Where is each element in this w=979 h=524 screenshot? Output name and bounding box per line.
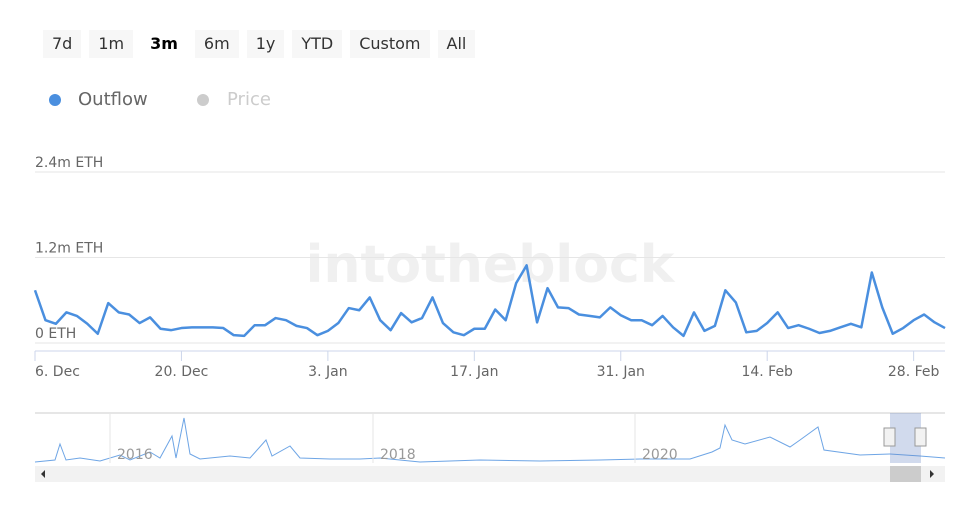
range-button[interactable]: 6m [194,30,239,58]
y-tick-label: 2.4m ETH [35,155,103,171]
x-tick-label: 31. Jan [597,364,645,380]
y-tick-label: 1.2m ETH [35,241,103,257]
range-button[interactable]: 3m [141,30,187,58]
scrollbar-arrows [41,470,934,478]
x-tick-label: 14. Feb [741,364,793,380]
navigator-handle[interactable] [914,427,927,447]
range-button[interactable]: Custom [350,30,430,58]
range-button[interactable]: 7d [43,30,82,58]
x-tick-label: 3. Jan [308,364,347,380]
x-tick-label: 17. Jan [450,364,498,380]
navigator-line [34,417,946,463]
legend-marker [49,94,61,106]
scrollbar[interactable] [35,466,945,482]
navigator-label: 2020 [642,447,678,463]
legend-label: Outflow [78,89,148,110]
x-tick-label: 6. Dec [35,364,80,380]
range-button[interactable]: All [437,30,476,58]
range-button[interactable]: YTD [292,30,343,58]
range-button[interactable]: 1y [246,30,285,58]
range-selector: 7d 1m 3m 6m 1y YTD Custom All [43,30,476,58]
navigator-handle[interactable] [883,427,896,447]
x-tick-label: 20. Dec [155,364,209,380]
scrollbar-thumb[interactable] [890,466,921,482]
range-button[interactable]: 1m [89,30,134,58]
navigator-label: 2018 [380,447,416,463]
navigator-mask [890,413,921,463]
legend-marker [197,94,209,106]
y-tick-label: 0 ETH [35,326,76,342]
navigator [34,412,946,482]
navigator-label: 2016 [117,447,153,463]
x-tick-label: 28. Feb [888,364,940,380]
watermark: intotheblock [306,235,676,295]
data-line [33,264,946,338]
legend-label: Price [227,89,271,110]
